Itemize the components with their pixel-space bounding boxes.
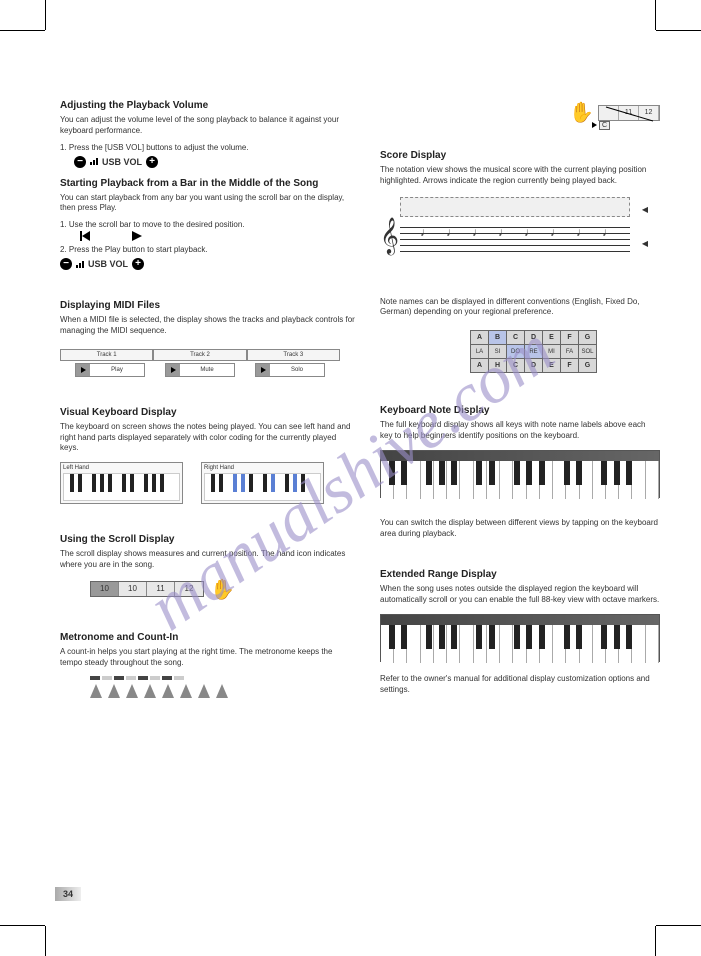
measure-cell: 12 [175,582,203,596]
play-icon [261,367,266,373]
usb-vol-label-2: USB VOL [88,259,128,269]
measure-cell: 11 [147,582,175,596]
body-scroll-display: The scroll display shows measures and cu… [60,549,355,571]
metronome-icon [90,684,102,698]
body-switch-view: You can switch the display between diffe… [380,518,660,540]
step-scroll: 1. Use the scroll bar to move to the des… [60,220,355,229]
usb-vol-control: − USB VOL + [74,156,355,168]
title-midi-display: Displaying MIDI Files [60,300,355,311]
title-kbd-display: Keyboard Note Display [380,405,660,416]
note-icon: ♩ [524,225,536,239]
note-name-table: ABCDEFG LASIDOREMIFASOL AHCDEFG [470,330,597,373]
hand-and-display: ✋ 11 12 C [569,100,660,125]
metronome-icon [180,684,192,698]
midi-track-label: Track 3 [247,349,340,361]
play-icon [81,367,86,373]
wide-keyboard-diagram-2 [380,614,660,662]
midi-track-label: Track 1 [60,349,153,361]
metronome-icon [126,684,138,698]
title-adjust-volume: Adjusting the Playback Volume [60,100,355,111]
wide-keyboard-diagram [380,450,660,498]
body-refer-manual: Refer to the owner's manual for addition… [380,674,660,696]
keyboard-right-hand: Right Hand [201,462,324,504]
pointer-icon [592,122,597,128]
midi-control-mute: Mute [165,363,235,377]
usb-vol-label: USB VOL [102,157,142,167]
body-visual-kbd: The keyboard on screen shows the notes b… [60,422,355,454]
right-column: ✋ 11 12 C Score Display The notation vie… [380,100,660,702]
measure-cell: 10 [91,582,119,596]
metronome-icon [144,684,156,698]
midi-control-solo: Solo [255,363,325,377]
hand-icon: ✋ [569,100,594,125]
volume-bars-icon-2 [76,261,84,268]
metronome-icon [162,684,174,698]
playback-icons [80,231,355,243]
note-icon: ♩ [498,225,510,239]
note-icon: ♩ [576,225,588,239]
keyboard-left-hand: Left Hand [60,462,183,504]
play-icon [171,367,176,373]
arrow-icon: ◀ [642,239,648,248]
plus-button-icon: + [146,156,158,168]
title-start-middle: Starting Playback from a Bar in the Midd… [60,178,355,189]
arrow-icon: ◀ [642,205,648,214]
body-score: The notation view shows the musical scor… [380,165,660,187]
body-start-middle: You can start playback from any bar you … [60,193,355,215]
step-play: 2. Press the Play button to start playba… [60,245,355,254]
usb-vol-control-2: − USB VOL + [60,258,355,270]
treble-clef-icon: 𝄞 [380,217,399,255]
midi-display-diagram: Track 1 Track 2 Track 3 Play Mute Solo [60,349,355,377]
body-metronome: A count-in helps you start playing at th… [60,647,355,669]
title-metronome: Metronome and Count-In [60,632,355,643]
body-extended-range: When the song uses notes outside the dis… [380,584,660,606]
measure-cell: 10 [119,582,147,596]
title-score: Score Display [380,150,660,161]
metronome-diagram [90,676,355,698]
note-icon: ♩ [550,225,562,239]
body-adjust-volume: You can adjust the volume level of the s… [60,115,355,137]
midi-control-play: Play [75,363,145,377]
metronome-icon [198,684,210,698]
plus-button-icon-2: + [132,258,144,270]
step-usb-vol: 1. Press the [USB VOL] buttons to adjust… [60,143,355,152]
body-note-names: Note names can be displayed in different… [380,297,660,319]
left-column: Adjusting the Playback Volume You can ad… [60,100,355,698]
midi-track-label: Track 2 [153,349,246,361]
page-number: 34 [55,887,81,901]
minus-button-icon-2: − [60,258,72,270]
volume-bars-icon [90,158,98,165]
metronome-icon [216,684,228,698]
play-icon [132,231,142,243]
hand-icon: ✋ [210,577,235,602]
visual-keyboard-pair: Left Hand Right Hand [60,462,355,504]
title-extended-range: Extended Range Display [380,569,660,580]
metronome-icon [108,684,120,698]
score-diagram: 𝄞 ♩♩ ♩♩ ♩♩ ♩♩ ◀ ◀ [380,197,640,287]
note-icon: ♩ [446,225,458,239]
skip-back-icon [80,231,92,243]
scroll-display-diagram: 10 10 11 12 ✋ [90,577,355,602]
title-visual-kbd: Visual Keyboard Display [60,407,355,418]
title-scroll-display: Using the Scroll Display [60,534,355,545]
body-midi-display: When a MIDI file is selected, the displa… [60,315,355,337]
minus-button-icon: − [74,156,86,168]
note-icon: ♩ [420,225,432,239]
body-kbd-display: The full keyboard display shows all keys… [380,420,660,442]
note-icon: ♩ [602,225,614,239]
note-icon: ♩ [472,225,484,239]
